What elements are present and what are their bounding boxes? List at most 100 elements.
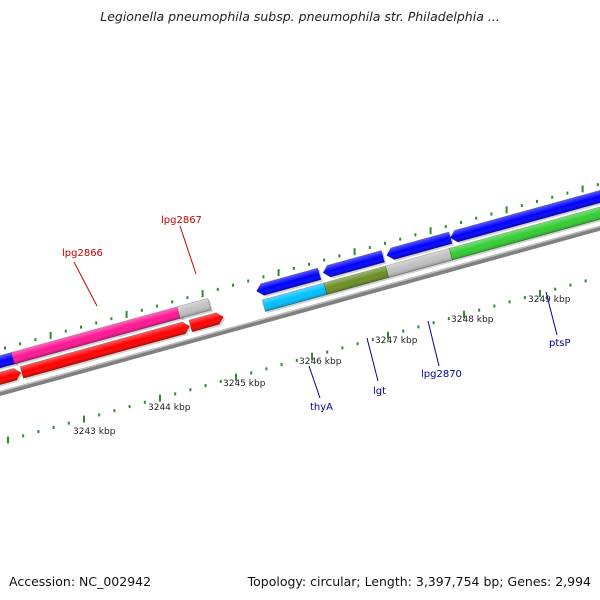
scale-tick-minor: [432, 321, 435, 325]
scale-tick-minor: [460, 220, 462, 224]
scale-tick-minor: [493, 304, 496, 308]
genome-summary-text: Topology: circular; Length: 3,397,754 bp…: [247, 574, 591, 589]
scale-tick-minor: [280, 363, 283, 367]
scale-tick-major: [235, 373, 237, 381]
scale-tick-minor: [250, 371, 253, 375]
scale-tick-minor: [323, 258, 326, 262]
scale-tick-minor: [4, 346, 6, 350]
scale-tick-minor: [64, 329, 67, 333]
green-gene[interactable]: [448, 194, 600, 262]
scale-tick-major: [429, 227, 432, 235]
leader-lpg2870: [427, 320, 440, 367]
inner-scale-ticks: [4, 183, 599, 350]
scale-tick-minor: [520, 204, 523, 208]
scale-tick-minor: [80, 325, 82, 329]
scale-tick-major: [463, 310, 465, 318]
scale-tick-minor: [478, 308, 481, 312]
scale-tick-minor: [475, 216, 478, 220]
cyan-gene[interactable]: [261, 282, 330, 314]
scale-tick-minor: [566, 191, 569, 195]
scale-tick-minor: [341, 346, 344, 350]
scale-tick-minor: [232, 283, 234, 287]
scale-tick-minor: [399, 237, 402, 241]
gene-label-lgt[interactable]: lgt: [373, 386, 386, 397]
blue-gene-1[interactable]: [255, 267, 323, 299]
leader-lpg2866: [73, 261, 98, 307]
scale-tick-minor: [402, 329, 405, 333]
scale-tick-minor: [596, 183, 599, 187]
scale-tick-minor: [295, 358, 298, 362]
scale-tick-minor: [34, 338, 37, 342]
scale-tick-minor: [508, 300, 511, 304]
scale-tick-minor: [584, 279, 587, 283]
scale-tick-minor: [22, 434, 25, 438]
scale-tick-minor: [52, 425, 55, 429]
scale-tick-minor: [95, 321, 98, 325]
scale-tick-minor: [98, 413, 101, 417]
scale-label-3244: 3244 kbp: [148, 403, 191, 413]
scale-tick-minor: [143, 400, 146, 404]
scale-tick-minor: [371, 338, 374, 341]
scale-tick-minor: [414, 233, 417, 237]
scale-tick-major: [387, 331, 389, 339]
scale-tick-minor: [536, 199, 538, 203]
gene-label-lpg2867[interactable]: lpg2867: [161, 215, 202, 226]
pink-gene[interactable]: [10, 305, 185, 366]
scale-tick-minor: [113, 409, 116, 413]
scale-tick-minor: [417, 325, 420, 329]
scale-tick-minor: [19, 342, 22, 346]
backbone-highlight: [0, 215, 600, 404]
scale-tick-major: [539, 289, 541, 297]
scale-label-3247: 3247 kbp: [375, 336, 418, 346]
scale-tick-minor: [110, 317, 113, 321]
scale-tick-major: [277, 269, 280, 277]
lower-strand-features: [0, 194, 600, 395]
scale-tick-minor: [67, 421, 70, 425]
scale-tick-minor: [368, 246, 371, 249]
scale-tick-minor: [444, 225, 447, 229]
scale-tick-major: [311, 352, 313, 360]
gene-labels: lpg2866 lpg2867 thyA lgt lpg2870 ptsP: [62, 215, 571, 413]
scale-tick-minor: [523, 296, 526, 300]
gray-gene-lower[interactable]: [385, 248, 455, 280]
blue-gene-4[interactable]: [449, 178, 600, 245]
scale-tick-minor: [447, 317, 450, 321]
gray-gene-upper[interactable]: [176, 297, 213, 320]
scale-tick-minor: [265, 367, 268, 371]
scale-tick-minor: [262, 275, 265, 279]
red-gene-left[interactable]: [0, 366, 24, 395]
red-gene-long[interactable]: [19, 320, 193, 380]
scale-tick-minor: [338, 254, 341, 258]
scale-tick-minor: [569, 283, 572, 287]
scale-tick-major: [159, 394, 161, 402]
scale-tick-major: [353, 248, 356, 256]
gene-label-thyA[interactable]: thyA: [310, 402, 333, 413]
scale-tick-minor: [128, 405, 131, 408]
scale-tick-minor: [292, 266, 295, 270]
blue-gene-3[interactable]: [385, 231, 454, 263]
gene-label-ptsP[interactable]: ptsP: [549, 338, 571, 349]
scale-tick-minor: [356, 342, 359, 346]
leader-thyA: [308, 365, 321, 399]
label-leaders: [73, 225, 558, 399]
scale-tick-major: [7, 436, 9, 444]
scale-tick-minor: [219, 379, 222, 383]
scale-tick-minor: [490, 212, 493, 216]
scale-tick-major: [49, 331, 52, 339]
olive-gene[interactable]: [323, 265, 391, 297]
blue-gene-2[interactable]: [322, 250, 387, 280]
red-gene-short[interactable]: [188, 311, 227, 334]
scale-label-3248: 3248 kbp: [451, 315, 494, 325]
leader-lgt: [366, 337, 379, 382]
scale-tick-major: [581, 185, 584, 193]
scale-tick-major: [125, 311, 128, 318]
map-title: Legionella pneumophila subsp. pneumophil…: [100, 9, 500, 24]
scale-tick-minor: [216, 287, 219, 291]
scale-tick-minor: [37, 430, 40, 434]
scale-tick-minor: [174, 392, 177, 396]
gene-label-lpg2870[interactable]: lpg2870: [421, 369, 462, 380]
scale-tick-minor: [189, 388, 192, 392]
scale-tick-minor: [384, 241, 386, 245]
gene-label-lpg2866[interactable]: lpg2866: [62, 248, 103, 259]
